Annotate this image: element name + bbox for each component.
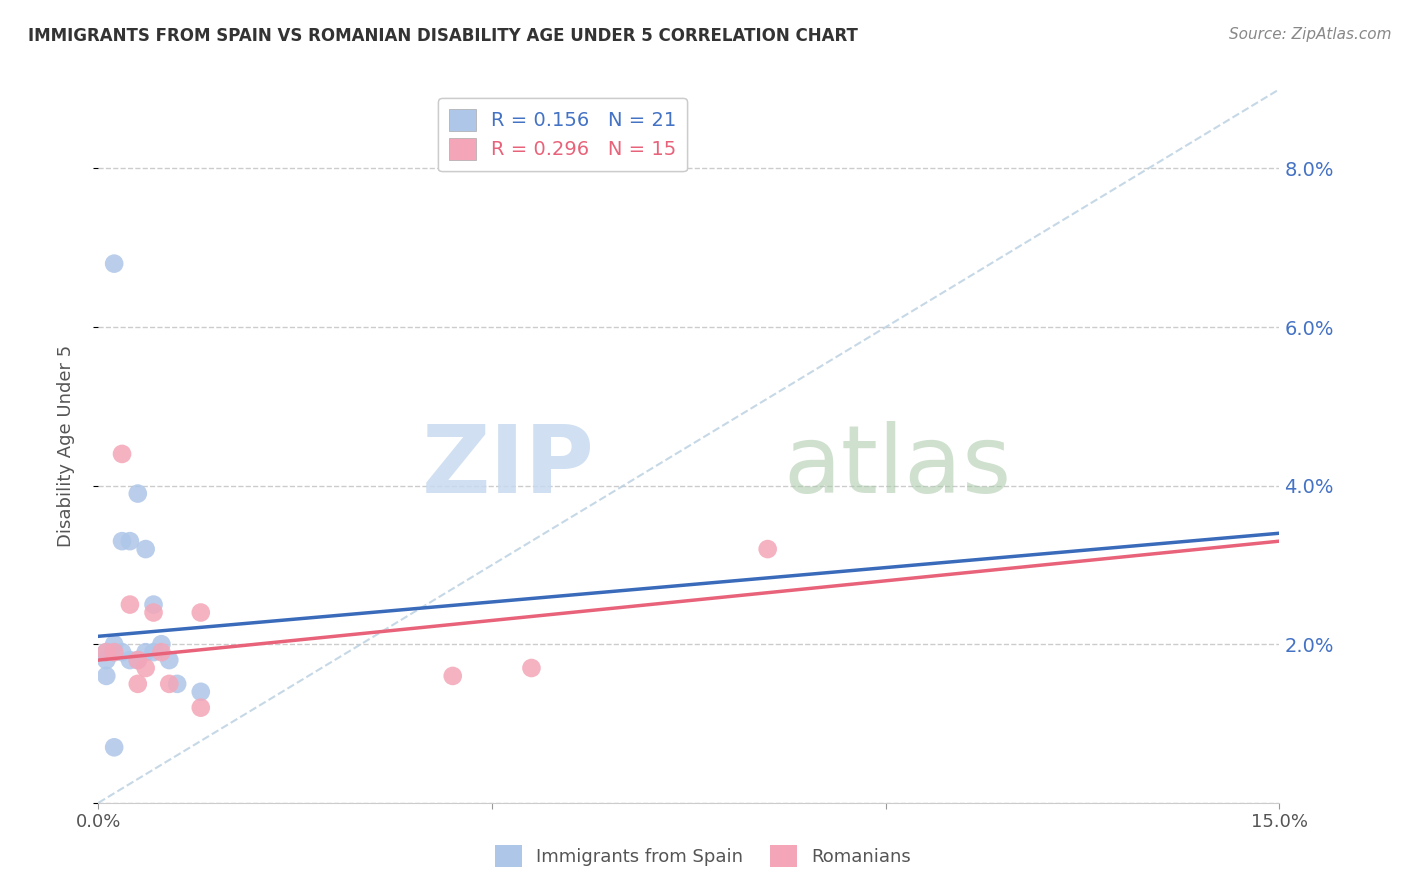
Point: [150, 637, 173, 651]
Point: [111, 534, 134, 549]
Text: ZIP: ZIP: [422, 421, 595, 514]
Point: [96, 669, 118, 683]
Text: IMMIGRANTS FROM SPAIN VS ROMANIAN DISABILITY AGE UNDER 5 CORRELATION CHART: IMMIGRANTS FROM SPAIN VS ROMANIAN DISABI…: [28, 27, 858, 45]
Point: [103, 637, 125, 651]
Point: [190, 685, 212, 699]
Point: [103, 740, 125, 755]
Point: [118, 534, 141, 549]
Point: [150, 645, 173, 659]
Point: [142, 606, 165, 620]
Point: [135, 661, 157, 675]
Point: [441, 669, 464, 683]
Point: [190, 606, 212, 620]
Point: [142, 598, 165, 612]
Point: [96, 645, 118, 659]
Point: [756, 542, 779, 557]
Point: [135, 645, 157, 659]
Y-axis label: Disability Age Under 5: Disability Age Under 5: [56, 345, 75, 547]
Point: [103, 645, 125, 659]
Point: [127, 677, 149, 691]
Point: [157, 653, 180, 667]
Point: [127, 486, 149, 500]
Point: [96, 653, 118, 667]
Point: [118, 653, 141, 667]
Point: [111, 645, 134, 659]
Point: [96, 645, 118, 659]
Point: [135, 542, 157, 557]
Point: [157, 677, 180, 691]
Point: [166, 677, 188, 691]
Point: [127, 653, 149, 667]
Legend: Immigrants from Spain, Romanians: Immigrants from Spain, Romanians: [488, 838, 918, 874]
Point: [103, 645, 125, 659]
Point: [111, 447, 134, 461]
Point: [127, 653, 149, 667]
Point: [520, 661, 543, 675]
Point: [190, 700, 212, 714]
Point: [118, 598, 141, 612]
Point: [103, 257, 125, 271]
Text: atlas: atlas: [783, 421, 1012, 514]
Point: [142, 645, 165, 659]
Text: Source: ZipAtlas.com: Source: ZipAtlas.com: [1229, 27, 1392, 42]
Legend: R = 0.156   N = 21, R = 0.296   N = 15: R = 0.156 N = 21, R = 0.296 N = 15: [439, 98, 686, 171]
